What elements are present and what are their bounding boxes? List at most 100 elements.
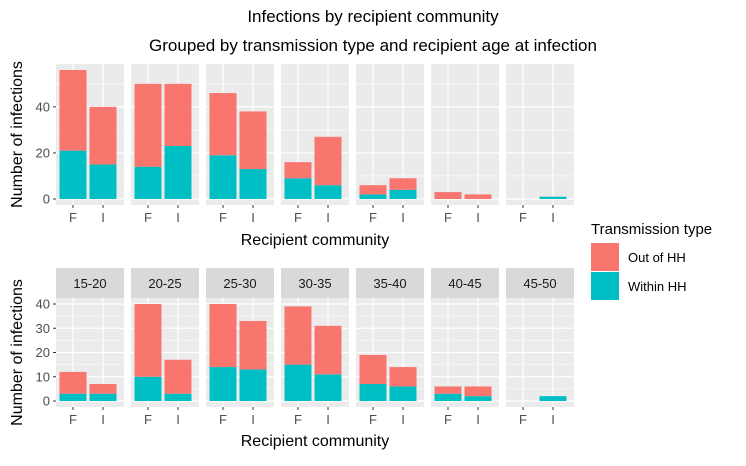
- legend-label-within-hh: Within HH: [628, 279, 687, 294]
- x-tick-label: F: [144, 412, 152, 427]
- chart-title: Infections by recipient community: [247, 7, 499, 26]
- x-tick-label: F: [519, 412, 527, 427]
- bar-within-hh-15-20-F: [59, 393, 87, 401]
- bar-within-hh-30-35-I: [314, 374, 342, 401]
- facet-strip-label: 25-30: [223, 276, 256, 291]
- bar-out-of-hh-25-30-F: [209, 93, 237, 156]
- bar-within-hh-25-30-F: [209, 367, 237, 401]
- y-tick-label: 10: [36, 369, 50, 384]
- bar-out-of-hh-25-30-I: [239, 320, 267, 370]
- bar-out-of-hh-40-45-I: [464, 386, 492, 397]
- bar-out-of-hh-35-40-I: [389, 367, 417, 387]
- facet-15-20-row-2: F I 15-20: [56, 268, 124, 427]
- x-tick-label: I: [101, 412, 105, 427]
- bar-within-hh-30-35-F: [284, 178, 312, 199]
- facet-strip: [131, 268, 199, 298]
- facet-strip: [281, 268, 349, 298]
- x-tick-label: I: [476, 412, 480, 427]
- bar-out-of-hh-25-30-F: [209, 304, 237, 368]
- bar-within-hh-20-25-F: [134, 166, 162, 199]
- bar-out-of-hh-20-25-F: [134, 304, 162, 377]
- bar-within-hh-35-40-F: [359, 384, 387, 401]
- legend-key-out-of-hh: [591, 243, 619, 271]
- x-tick-label: I: [176, 412, 180, 427]
- bar-out-of-hh-25-30-I: [239, 111, 267, 170]
- bar-within-hh-25-30-I: [239, 169, 267, 199]
- bar-within-hh-25-30-I: [239, 369, 267, 401]
- legend-label-out-of-hh: Out of HH: [628, 250, 686, 265]
- panel-background: [431, 64, 499, 205]
- facet-35-40-row-2: F I 35-40: [356, 268, 424, 427]
- bar-out-of-hh-40-45-F: [434, 192, 462, 199]
- y-tick-label: 40: [36, 99, 50, 114]
- bar-out-of-hh-15-20-F: [59, 371, 87, 394]
- bar-within-hh-35-40-F: [359, 194, 387, 199]
- x-tick-label: I: [401, 412, 405, 427]
- facet-strip-label: 35-40: [373, 276, 406, 291]
- x-tick-label: I: [551, 412, 555, 427]
- facet-strip-label: 45-50: [523, 276, 556, 291]
- bar-out-of-hh-30-35-F: [284, 162, 312, 179]
- x-tick-label: F: [69, 210, 77, 225]
- bar-out-of-hh-35-40-F: [359, 354, 387, 385]
- x-tick-label: F: [294, 412, 302, 427]
- bar-within-hh-40-45-I: [464, 396, 492, 401]
- facet-strip: [56, 268, 124, 298]
- x-tick-label: I: [101, 210, 105, 225]
- bar-out-of-hh-40-45-I: [464, 194, 492, 199]
- facet-strip-label: 30-35: [298, 276, 331, 291]
- x-tick-label: I: [251, 210, 255, 225]
- facet-strip: [356, 268, 424, 298]
- bar-within-hh-30-35-F: [284, 364, 312, 401]
- bar-out-of-hh-30-35-I: [314, 325, 342, 375]
- x-tick-label: I: [251, 412, 255, 427]
- y-tick-label: 40: [36, 297, 50, 312]
- bar-within-hh-40-45-F: [434, 393, 462, 401]
- x-tick-label: F: [144, 210, 152, 225]
- bar-out-of-hh-20-25-I: [164, 359, 192, 394]
- bar-within-hh-15-20-I: [89, 393, 117, 401]
- y-tick-label: 0: [43, 394, 50, 409]
- bar-within-hh-30-35-I: [314, 185, 342, 199]
- x-tick-label: I: [476, 210, 480, 225]
- x-tick-label: F: [294, 210, 302, 225]
- panel-background: [506, 64, 574, 205]
- x-tick-label: I: [551, 210, 555, 225]
- bar-out-of-hh-20-25-F: [134, 83, 162, 167]
- y-axis-title: Number of infections: [9, 61, 26, 208]
- bar-out-of-hh-15-20-I: [89, 106, 117, 165]
- facet-20-25-row-2: F I 20-25: [131, 268, 199, 427]
- bar-out-of-hh-20-25-I: [164, 83, 192, 147]
- bar-out-of-hh-35-40-F: [359, 185, 387, 195]
- y-axis-title: Number of infections: [9, 279, 26, 426]
- legend: Transmission type Out of HH Within HH: [591, 221, 712, 300]
- x-tick-label: F: [444, 412, 452, 427]
- x-tick-label: F: [219, 412, 227, 427]
- x-tick-label: F: [444, 210, 452, 225]
- x-tick-label: I: [176, 210, 180, 225]
- y-tick-label: 20: [36, 345, 50, 360]
- chart-subtitle: Grouped by transmission type and recipie…: [149, 36, 597, 55]
- x-tick-label: F: [69, 412, 77, 427]
- x-tick-label: F: [219, 210, 227, 225]
- bar-out-of-hh-30-35-I: [314, 136, 342, 186]
- bar-within-hh-45-50-I: [539, 396, 567, 401]
- bar-within-hh-15-20-F: [59, 150, 87, 199]
- bar-out-of-hh-35-40-I: [389, 178, 417, 190]
- facet-strip-label: 15-20: [73, 276, 106, 291]
- bar-out-of-hh-40-45-F: [434, 386, 462, 394]
- legend-title: Transmission type: [591, 221, 712, 238]
- bar-within-hh-25-30-F: [209, 155, 237, 199]
- bar-out-of-hh-30-35-F: [284, 306, 312, 365]
- facet-strip: [506, 268, 574, 298]
- facet-strip: [206, 268, 274, 298]
- x-tick-label: F: [369, 412, 377, 427]
